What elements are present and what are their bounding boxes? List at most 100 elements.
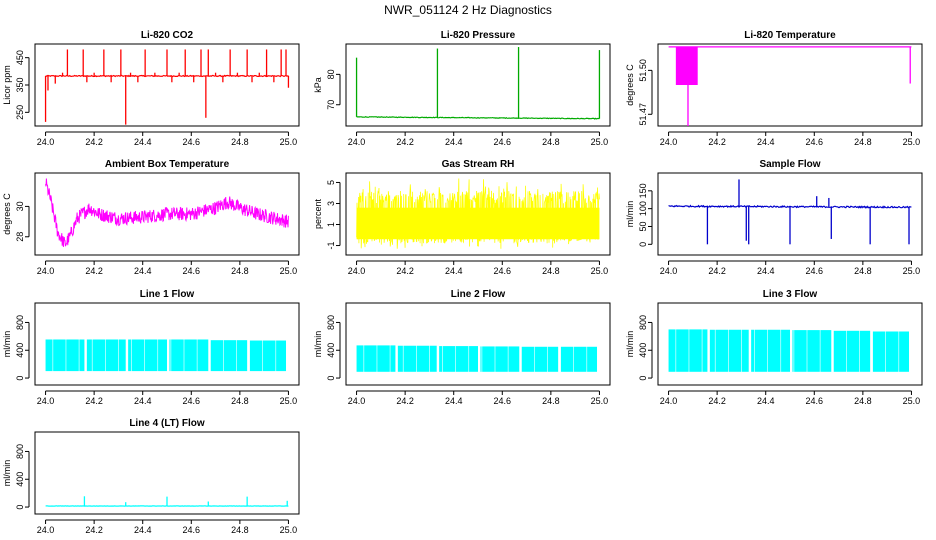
temperature-trace [45, 178, 289, 248]
rh-trace [356, 178, 600, 249]
chart-title: Ambient Box Temperature [105, 159, 230, 170]
chart-title: Sample Flow [759, 159, 820, 170]
y-tick-label: 51.47 [638, 103, 648, 126]
x-axis: 24.0 24.2 24.4 24.6 24.8 25.0 [37, 519, 297, 535]
plot-frame [345, 302, 611, 386]
x-tick-label: 24.6 [806, 396, 824, 406]
temperature-block [675, 46, 698, 85]
x-tick-label: 24.4 [134, 137, 152, 147]
x-tick-label: 24.6 [494, 266, 512, 276]
x-tick-label: 24.0 [348, 266, 366, 276]
chart-title: Line 2 Flow [451, 289, 506, 300]
series-line1 [45, 338, 287, 373]
panel-line2: Line 2 Flow 24.0 24.2 24.4 24.6 24.8 25.0 0 400 8… [313, 289, 611, 406]
series-line2 [356, 344, 598, 373]
x-axis: 24.0 24.2 24.4 24.6 24.8 25.0 [348, 390, 609, 406]
series-sample_flow [668, 179, 912, 245]
x-axis: 24.0 24.2 24.4 24.6 24.8 25.0 [37, 390, 297, 406]
x-tick-label: 24.4 [757, 266, 775, 276]
x-tick-label: 24.6 [806, 137, 824, 147]
y-axis-label: Licor ppm [2, 65, 12, 105]
flow-band [439, 346, 478, 372]
y-tick-label: 150 [638, 183, 648, 198]
y-tick-label: 0 [15, 376, 25, 381]
chart-title: Li-820 Temperature [744, 30, 836, 41]
panel-co2: Li-820 CO2 24.0 24.2 24.4 24.6 24.8 25.0 250 350… [2, 30, 300, 147]
x-tick-label: 24.0 [348, 137, 366, 147]
x-tick-label: 24.0 [37, 525, 55, 535]
y-tick-label: 350 [15, 77, 25, 92]
x-tick-label: 24.8 [231, 525, 249, 535]
baseline-trace [356, 116, 600, 120]
panel-line1: Line 1 Flow 24.0 24.2 24.4 24.6 24.8 25.0 0 400 8… [2, 289, 300, 406]
chart-title: Line 1 Flow [140, 289, 195, 300]
x-tick-label: 24.8 [542, 396, 560, 406]
plot-frame [34, 172, 300, 256]
y-tick-label: 1 [326, 222, 336, 227]
x-tick-label: 24.4 [757, 396, 775, 406]
x-tick-label: 25.0 [903, 137, 921, 147]
x-tick-label: 24.2 [708, 266, 726, 276]
flow-band [521, 346, 559, 372]
flow-band [480, 346, 520, 372]
plot-frame [345, 43, 611, 127]
series-pressure [355, 47, 601, 120]
plot-frame [34, 431, 300, 515]
x-tick-label: 25.0 [903, 396, 921, 406]
x-axis: 24.0 24.2 24.4 24.6 24.8 25.0 [348, 260, 608, 276]
y-tick-label: 70 [326, 100, 336, 110]
x-tick-label: 25.0 [280, 266, 298, 276]
x-tick-label: 24.8 [542, 137, 560, 147]
flow-band [833, 330, 871, 372]
x-tick-label: 24.6 [494, 396, 512, 406]
x-tick-label: 24.4 [445, 266, 463, 276]
x-tick-label: 24.2 [708, 137, 726, 147]
y-axis-label: percent [313, 198, 323, 229]
y-tick-label: 400 [326, 343, 336, 358]
y-tick-label: 0 [326, 376, 336, 381]
x-tick-label: 24.0 [660, 396, 678, 406]
x-tick-label: 24.6 [183, 396, 201, 406]
y-tick-label: 51.50 [638, 59, 648, 82]
flow-band [86, 339, 126, 372]
panel-rh: Gas Stream RH 24.0 24.2 24.4 24.6 24.8 25.0 -1 1… [313, 159, 611, 276]
x-tick-label: 25.0 [903, 266, 921, 276]
x-tick-label: 24.6 [806, 266, 824, 276]
y-tick-label: 100 [638, 201, 648, 216]
x-tick-label: 25.0 [591, 396, 609, 406]
x-tick-label: 24.2 [85, 525, 103, 535]
x-tick-label: 24.8 [854, 266, 872, 276]
x-tick-label: 24.4 [445, 137, 463, 147]
flow-band [668, 329, 708, 372]
y-tick-label: 5 [326, 180, 336, 185]
y-tick-label: 3 [326, 201, 336, 206]
x-axis: 24.0 24.2 24.4 24.6 24.8 25.0 [37, 131, 297, 147]
x-axis: 24.0 24.2 24.4 24.6 24.8 25.0 [348, 131, 608, 147]
y-tick-label: 800 [15, 315, 25, 330]
x-tick-label: 24.0 [660, 266, 678, 276]
y-tick-label: 400 [15, 343, 25, 358]
x-axis: 24.0 24.2 24.4 24.6 24.8 25.0 [37, 260, 298, 276]
y-tick-label: 800 [638, 315, 648, 330]
chart-title: Line 4 (LT) Flow [129, 418, 205, 429]
y-tick-label: 0 [638, 376, 648, 381]
x-tick-label: 24.8 [231, 266, 249, 276]
x-tick-label: 24.0 [348, 396, 366, 406]
x-tick-label: 24.2 [708, 396, 726, 406]
x-tick-label: 24.4 [445, 396, 463, 406]
series-rh [356, 178, 600, 249]
panel-line3: Line 3 Flow 24.0 24.2 24.4 24.6 24.8 25.0 0 400 8… [625, 289, 923, 406]
panel-line4: Line 4 (LT) Flow 24.0 24.2 24.4 24.6 24.8 25.0… [2, 418, 300, 535]
flow-band [210, 340, 248, 372]
chart-title: Li-820 CO2 [141, 30, 194, 41]
plot-frame [657, 302, 923, 386]
series-line3 [668, 328, 910, 373]
